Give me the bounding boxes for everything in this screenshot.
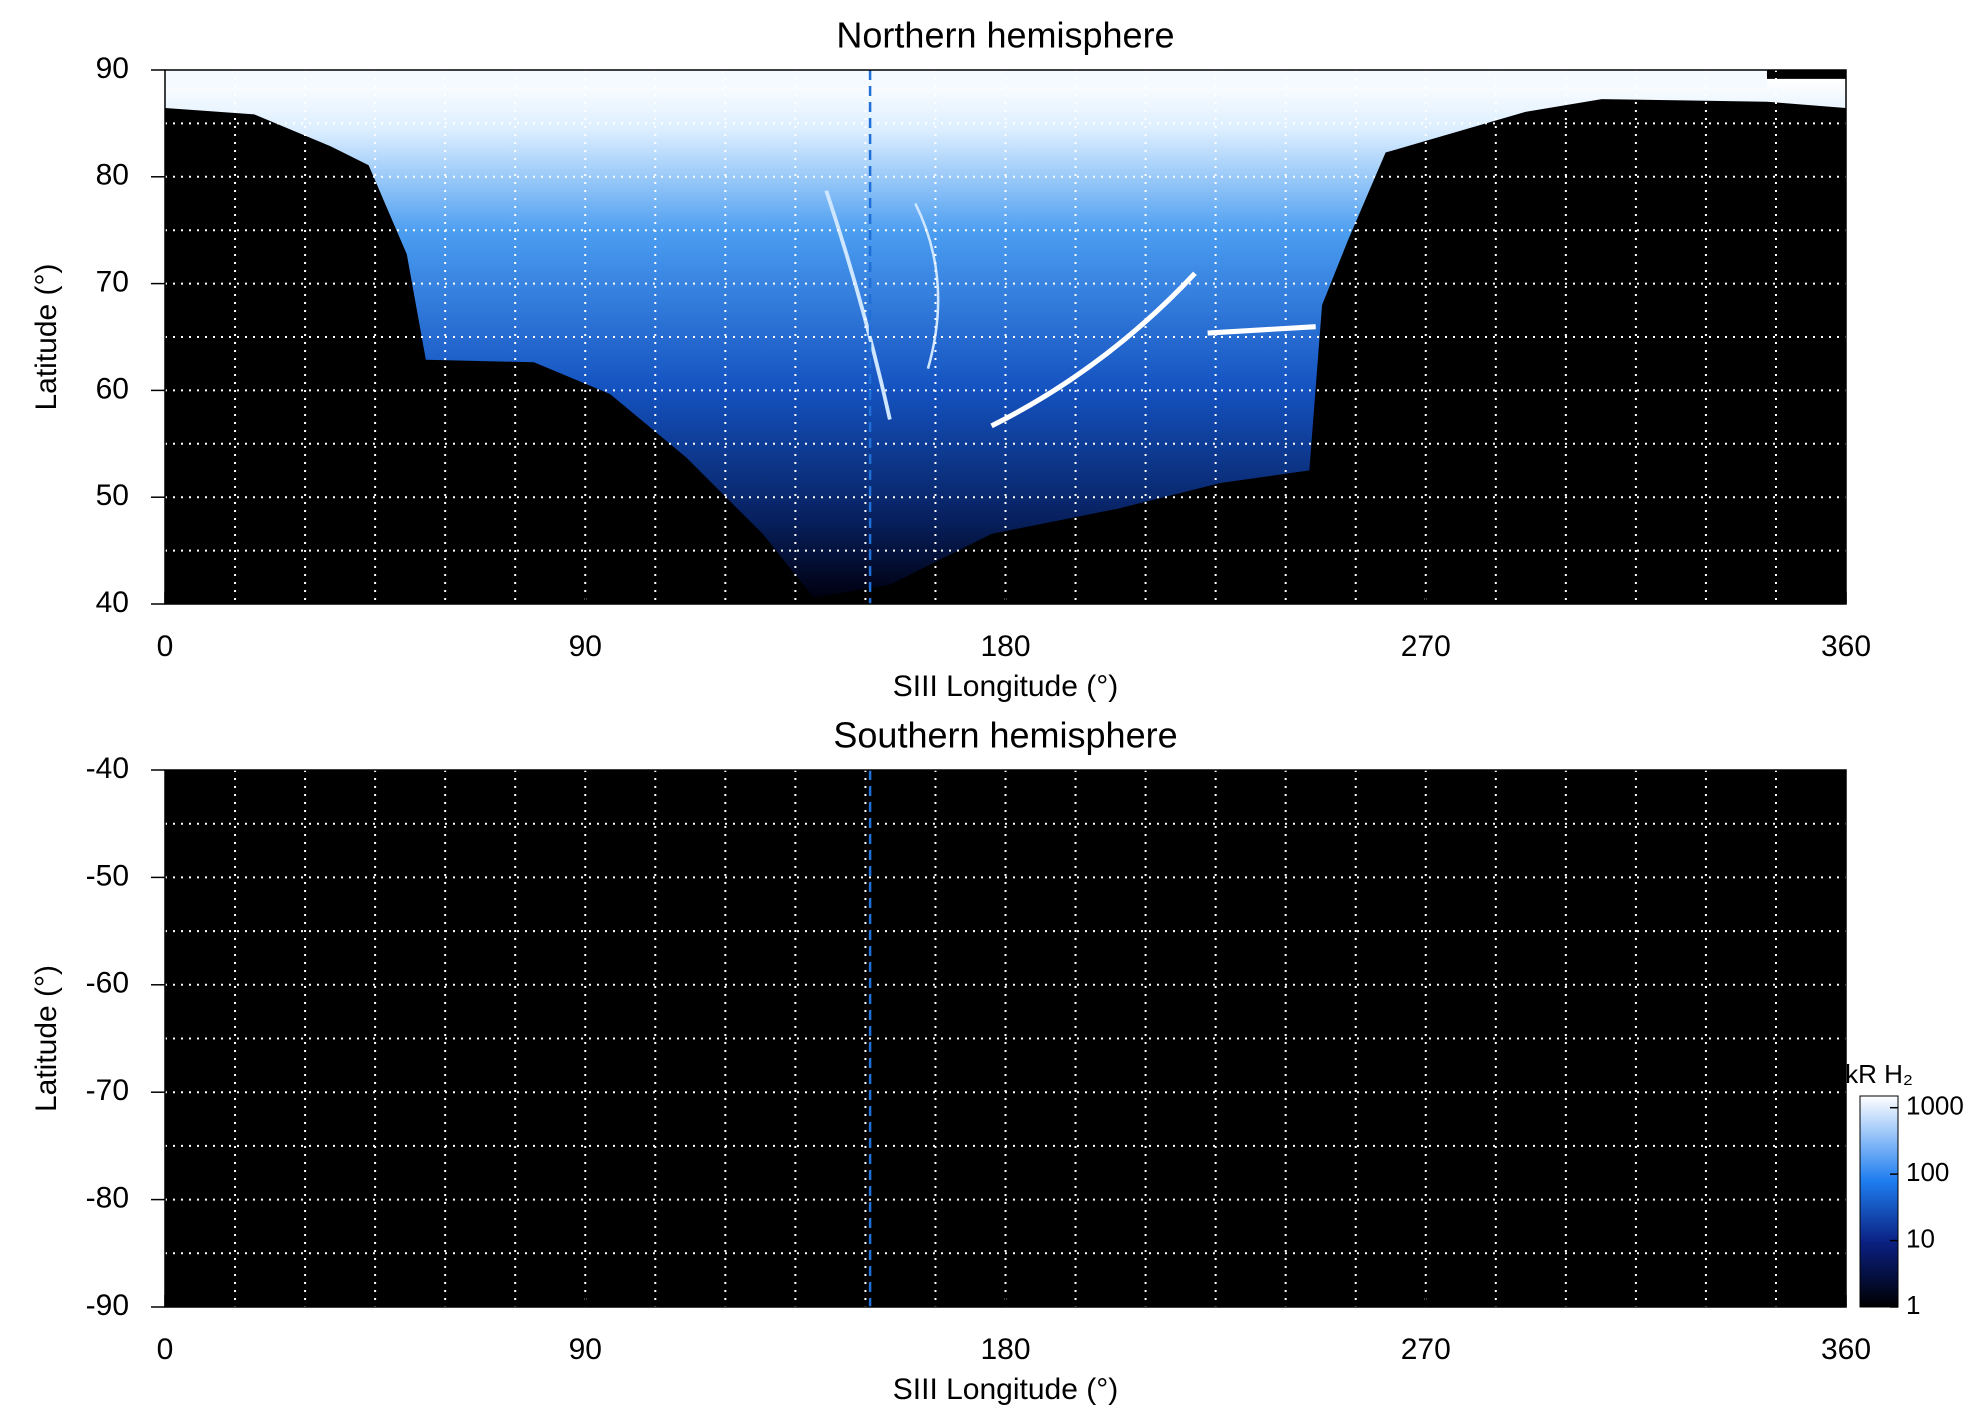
x-axis-label: SIII Longitude (°) [893,1373,1118,1406]
y-tick-label: -90 [86,1289,129,1322]
x-tick-label: 180 [980,630,1030,663]
colorbar-tick-label: 100 [1906,1157,1949,1187]
colorbar-tick-label: 1 [1906,1290,1920,1320]
y-tick-label: -40 [86,752,129,785]
y-tick-label: -70 [86,1074,129,1107]
x-tick-label: 0 [157,1333,174,1366]
y-tick-label: 50 [96,479,129,512]
x-tick-label: 180 [980,1333,1030,1366]
x-tick-label: 0 [157,630,174,663]
chart-title: Southern hemisphere [833,715,1177,756]
x-axis-label: SIII Longitude (°) [893,670,1118,703]
y-tick-label: -80 [86,1182,129,1215]
colorbar-label: kR H₂ [1845,1059,1913,1089]
x-tick-label: 270 [1401,1333,1451,1366]
colorbar [1859,1095,1899,1308]
x-tick-label: 360 [1821,1333,1871,1366]
y-tick-label: 90 [96,52,129,85]
x-tick-label: 360 [1821,630,1871,663]
y-axis-label: Latitude (°) [30,965,63,1112]
emission-image [165,69,1846,598]
x-tick-label: 90 [569,630,602,663]
y-tick-label: -60 [86,967,129,1000]
y-tick-label: 60 [96,372,129,405]
x-tick-label: 90 [569,1333,602,1366]
chart-title: Northern hemisphere [836,15,1174,56]
y-tick-label: 70 [96,266,129,299]
colorbar-tick-label: 10 [1906,1223,1935,1253]
x-tick-label: 270 [1401,630,1451,663]
y-tick-label: 40 [96,586,129,619]
colorbar-tick-label: 1000 [1906,1091,1964,1121]
y-tick-label: -50 [86,859,129,892]
y-tick-label: 80 [96,159,129,192]
y-axis-label: Latitude (°) [30,263,63,410]
